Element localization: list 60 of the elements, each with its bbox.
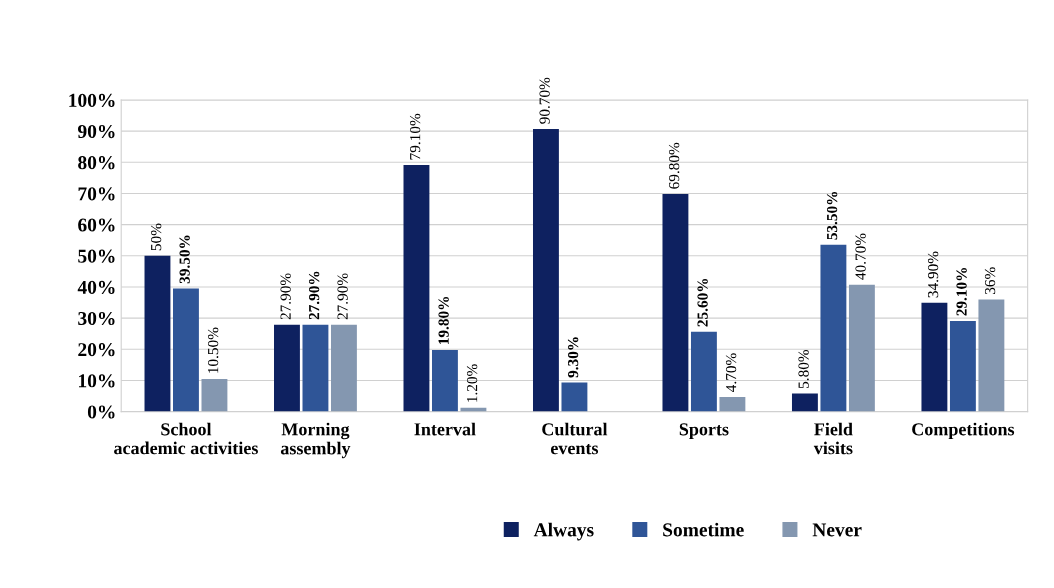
data-label: 69.80% (668, 142, 680, 189)
y-tick-label: 60% (78, 218, 115, 232)
data-label: 34.90% (927, 251, 939, 298)
data-label: 27.90% (337, 273, 348, 320)
bar (274, 324, 300, 412)
data-label: 5.80% (798, 349, 809, 388)
y-tick-label: 0% (87, 405, 115, 419)
data-label: 50% (150, 223, 162, 251)
y-tick-label: 10% (79, 374, 115, 388)
legend-label: Always (533, 522, 594, 541)
data-label: 27.90% (308, 271, 320, 320)
legend-label: Never (812, 523, 862, 537)
bar (302, 324, 329, 412)
y-tick-label: 70% (78, 187, 115, 201)
bar (690, 331, 717, 412)
y-tick-label: 30% (78, 311, 115, 326)
data-label: 25.60% (697, 278, 708, 327)
x-tick-label: Competitions (912, 422, 1015, 440)
bar (662, 194, 689, 412)
bar (144, 255, 171, 412)
bar (921, 302, 948, 412)
bar (820, 244, 847, 412)
bar (532, 128, 559, 412)
bar (173, 288, 199, 412)
data-label: 27.90% (280, 273, 291, 320)
bar (431, 349, 458, 412)
x-tick-label: Cultural events (542, 422, 608, 455)
data-label: 29.10% (956, 268, 967, 316)
data-label: 39.50% (179, 235, 190, 284)
bar (330, 324, 357, 412)
y-tick-label: 20% (78, 343, 115, 357)
bar (978, 299, 1005, 412)
x-tick-label: Morning assembly (280, 422, 351, 459)
data-label: 36% (984, 267, 996, 294)
y-tick-label: 50% (78, 249, 115, 263)
data-label: 10.50% (207, 327, 219, 373)
y-tick-label: 40% (77, 280, 115, 294)
y-tick-label: 90% (77, 124, 115, 139)
data-label: 4.70% (725, 353, 737, 392)
data-label: 53.50% (826, 191, 838, 240)
y-tick-label: 80% (78, 156, 115, 170)
data-label: 19.80% (438, 297, 449, 344)
data-label: 90.70% (539, 77, 550, 124)
bar (949, 320, 976, 412)
data-label: 1.20% (466, 364, 478, 402)
bar (719, 396, 746, 412)
x-tick-label: Sports (679, 423, 729, 440)
legend-label: Sometime (663, 522, 744, 537)
bar (791, 393, 818, 412)
bar (561, 382, 588, 412)
bar (848, 284, 875, 412)
x-tick-label: Interval (414, 422, 476, 436)
data-label: 9.30% (567, 337, 579, 378)
x-tick-label: Field visits (813, 422, 853, 455)
data-label: 79.10% (409, 113, 421, 160)
x-tick-label: School academic activities (114, 422, 258, 455)
bar (201, 378, 228, 412)
data-label: 40.70% (855, 233, 866, 280)
y-tick-label: 100% (69, 93, 115, 107)
bar (403, 165, 430, 412)
